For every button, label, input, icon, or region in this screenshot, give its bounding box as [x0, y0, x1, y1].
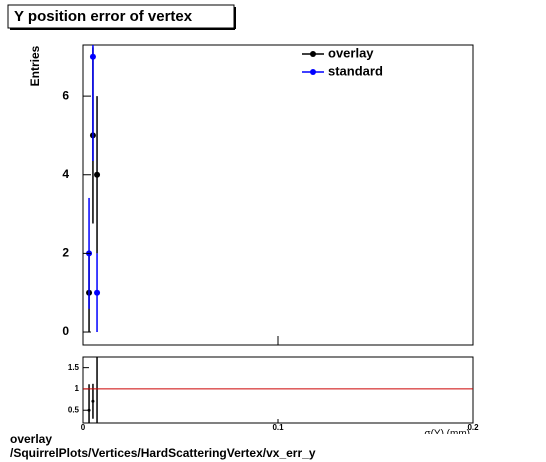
footer-text: /SquirrelPlots/Vertices/HardScatteringVe… — [10, 446, 316, 460]
y-tick-label: 6 — [62, 88, 69, 102]
y-tick-label: 4 — [62, 167, 69, 181]
x-axis-label: σ(Y) (mm) — [424, 429, 470, 440]
ratio-y-tick-label: 1.5 — [68, 363, 80, 372]
footer-text: overlay — [10, 432, 52, 446]
legend-label: overlay — [328, 45, 374, 60]
chart-title: Y position error of vertex — [14, 8, 193, 25]
ratio-y-tick-label: 1 — [75, 384, 80, 393]
plot-frame — [82, 44, 474, 346]
ratio-frame — [82, 356, 474, 424]
data-point — [89, 53, 96, 60]
ratio-point — [91, 399, 95, 403]
y-axis-label: Entries — [28, 45, 42, 86]
ratio-point — [87, 408, 91, 412]
y-tick-label: 0 — [62, 324, 69, 338]
data-point — [94, 171, 101, 178]
x-tick-label: 0 — [81, 423, 86, 432]
data-point — [94, 289, 101, 296]
legend-marker — [310, 69, 316, 75]
legend-label: standard — [328, 63, 383, 78]
x-tick-label: 0.2 — [467, 423, 479, 432]
legend-marker — [310, 51, 316, 57]
x-tick-label: 0.1 — [272, 423, 284, 432]
ratio-y-tick-label: 0.5 — [68, 405, 80, 414]
y-tick-label: 2 — [62, 246, 69, 260]
